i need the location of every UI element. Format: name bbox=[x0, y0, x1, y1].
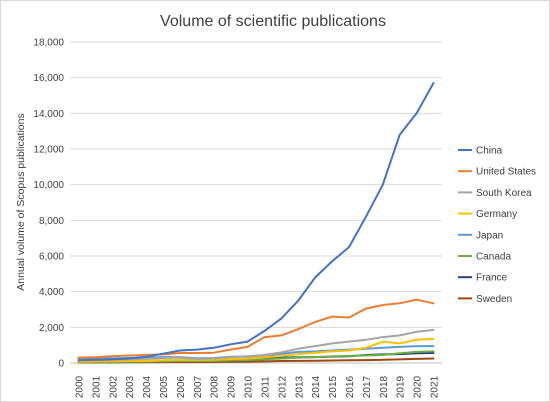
y-tick-label: 18,000 bbox=[33, 38, 64, 49]
legend-label: Germany bbox=[476, 209, 517, 220]
series-line-south-korea bbox=[77, 329, 435, 362]
x-tick-label: 2016 bbox=[345, 375, 356, 398]
y-tick-label: 0 bbox=[58, 359, 64, 370]
series-line-japan bbox=[77, 345, 435, 360]
x-tick-label: 2003 bbox=[125, 375, 136, 398]
series-line-united-states bbox=[77, 298, 435, 359]
legend-label: Sweden bbox=[476, 294, 512, 305]
legend-label: Canada bbox=[476, 252, 511, 263]
legend-label: United States bbox=[476, 167, 536, 178]
series-lines bbox=[77, 82, 435, 364]
y-tick-label: 8,000 bbox=[39, 216, 64, 227]
gridlines bbox=[70, 41, 442, 364]
legend-label: China bbox=[476, 146, 503, 157]
x-tick-label: 2004 bbox=[142, 375, 153, 398]
y-tick-label: 4,000 bbox=[39, 287, 64, 298]
x-tick-label: 2007 bbox=[193, 375, 204, 398]
x-tick-labels: 2000 2001 2002 2003 2004 2005 2006 2007 2008 2009… bbox=[74, 375, 440, 398]
y-tick-label: 14,000 bbox=[33, 109, 64, 120]
x-tick-label: 2015 bbox=[328, 375, 339, 398]
x-tick-label: 2014 bbox=[311, 375, 322, 398]
y-tick-label: 6,000 bbox=[39, 252, 64, 263]
y-tick-labels: 0 2,000 4,000 6,000 8,000 10,000 12,000 14,000 1… bbox=[33, 38, 64, 370]
x-tick-label: 2013 bbox=[294, 375, 305, 398]
legend-label: Japan bbox=[476, 230, 503, 241]
x-tick-label: 2009 bbox=[227, 375, 238, 398]
x-tick-label: 2006 bbox=[176, 375, 187, 398]
x-tick-label: 2008 bbox=[210, 375, 221, 398]
y-axis-label: Annual volume of Scopus publications bbox=[15, 113, 27, 290]
x-tick-label: 2001 bbox=[91, 375, 102, 398]
x-tick-label: 2011 bbox=[260, 376, 271, 398]
x-tick-label: 2020 bbox=[413, 375, 424, 398]
y-tick-label: 12,000 bbox=[33, 145, 64, 156]
legend: China United States South Korea Germany Japa… bbox=[458, 146, 536, 305]
x-tick-label: 2010 bbox=[244, 375, 255, 398]
chart-title: Volume of scientific publications bbox=[160, 13, 386, 30]
x-tick-label: 2002 bbox=[108, 375, 119, 398]
x-tick-label: 2021 bbox=[430, 375, 441, 398]
y-tick-label: 10,000 bbox=[33, 180, 64, 191]
legend-label: South Korea bbox=[476, 188, 532, 199]
series-line-germany bbox=[77, 337, 435, 363]
y-tick-label: 16,000 bbox=[33, 73, 64, 84]
x-tick-label: 2017 bbox=[362, 375, 373, 398]
series-line-china bbox=[77, 82, 435, 362]
y-tick-label: 2,000 bbox=[39, 323, 64, 334]
x-tick-label: 2000 bbox=[74, 375, 85, 398]
x-tick-label: 2019 bbox=[396, 375, 407, 398]
x-tick-label: 2012 bbox=[277, 375, 288, 398]
legend-label: France bbox=[476, 273, 508, 284]
x-tick-label: 2005 bbox=[159, 375, 170, 398]
x-tick-label: 2018 bbox=[379, 375, 390, 398]
